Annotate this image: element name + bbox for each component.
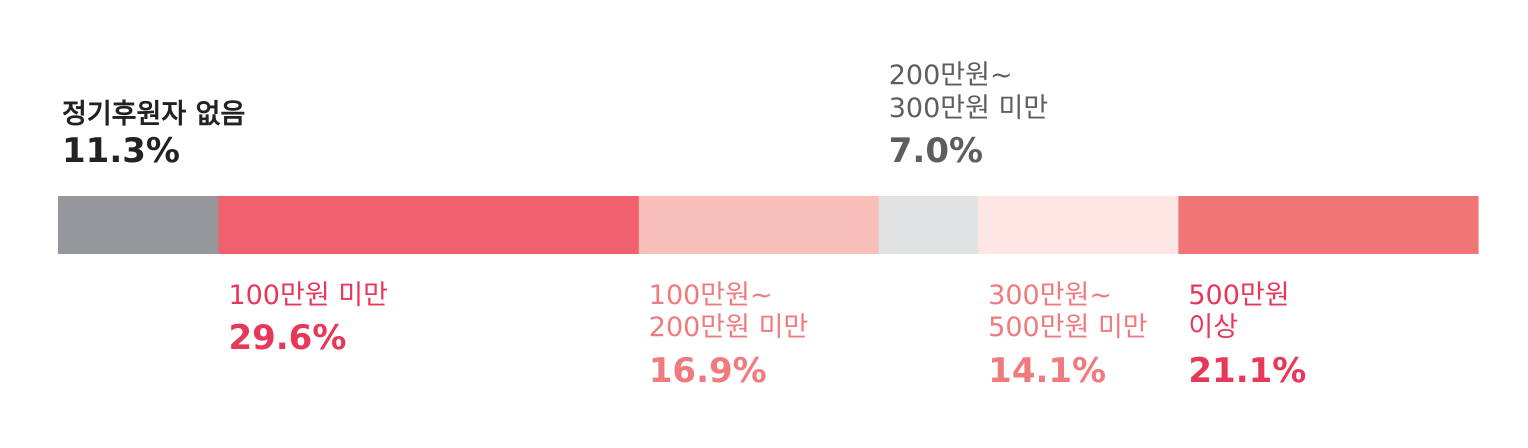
value-label: 21.1% [1188,350,1307,391]
segment-label-2: 100만원 미만 29.6% [228,280,387,359]
bar-segment-3 [638,196,880,254]
bar-segment-2 [218,196,640,254]
value-label: 16.9% [648,350,767,391]
value-label: 14.1% [988,350,1107,391]
category-label: 500만원 이상 [1188,280,1290,344]
value-label: 29.6% [228,318,347,359]
value-label: 7.0% [888,131,984,172]
segment-label-5: 300만원~ 500만원 미만 14.1% [988,280,1147,392]
bar-segment-4 [878,196,979,254]
category-label: 100만원 미만 [228,280,388,311]
bar-segment-6 [1178,196,1479,254]
bar-segment-5 [978,196,1179,254]
bar-segment-1 [58,196,220,254]
value-label: 11.3% [62,131,180,172]
category-label: 100만원~ 200만원 미만 [648,280,809,344]
segment-label-4: 200만원~ 300만원 미만 7.0% [889,60,1048,172]
category-label: 200만원~ 300만원 미만 [888,60,1049,124]
segment-label-1: 정기후원자 없음 11.3% [62,99,245,172]
category-label: 정기후원자 없음 [62,98,246,130]
segment-label-3: 100만원~ 200만원 미만 16.9% [649,280,808,392]
category-label: 300만원~ 500만원 미만 [988,280,1148,344]
segment-label-6: 500만원 이상 21.1% [1188,280,1306,392]
